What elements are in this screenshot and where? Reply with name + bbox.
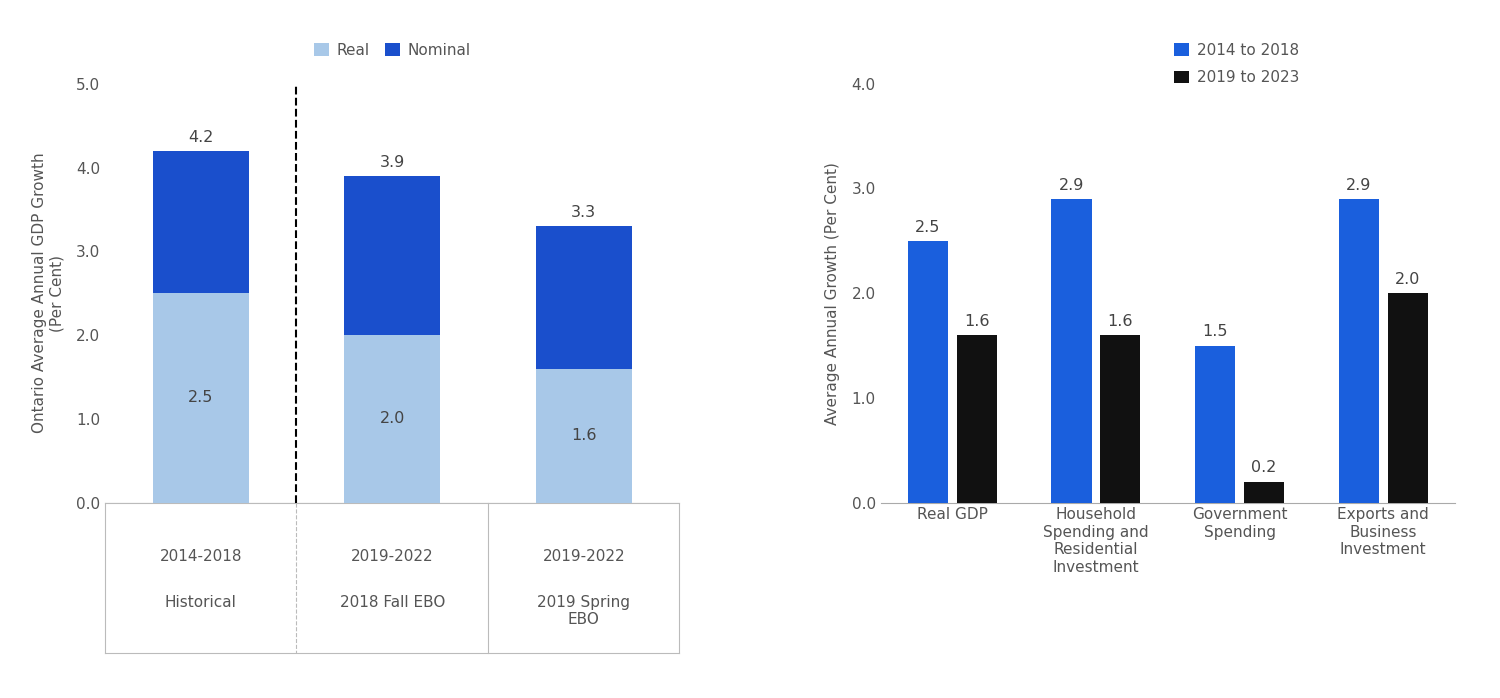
Bar xyxy=(1338,199,1378,503)
Bar xyxy=(1196,346,1236,503)
Text: 2019-2022: 2019-2022 xyxy=(543,549,626,563)
Y-axis label: Average Annual Growth (Per Cent): Average Annual Growth (Per Cent) xyxy=(825,162,840,424)
Text: 0.2: 0.2 xyxy=(1251,461,1276,475)
Text: Historical: Historical xyxy=(165,595,237,609)
Text: 1.5: 1.5 xyxy=(1203,325,1228,339)
Text: 2.5: 2.5 xyxy=(188,390,213,406)
Text: 2.9: 2.9 xyxy=(1059,178,1084,193)
Legend: Real, Nominal: Real, Nominal xyxy=(308,37,477,64)
Bar xyxy=(957,335,998,503)
Bar xyxy=(153,293,249,503)
Bar xyxy=(345,335,439,503)
Bar xyxy=(1244,482,1284,503)
Text: 2019-2022: 2019-2022 xyxy=(351,549,433,563)
Text: 3.9: 3.9 xyxy=(380,155,405,170)
Y-axis label: Ontario Average Annual GDP Growth
(Per Cent): Ontario Average Annual GDP Growth (Per C… xyxy=(33,153,64,433)
Bar xyxy=(345,176,439,335)
Text: 4.2: 4.2 xyxy=(188,130,213,145)
Bar xyxy=(908,241,948,503)
Legend: 2014 to 2018, 2019 to 2023: 2014 to 2018, 2019 to 2023 xyxy=(1168,37,1305,91)
Bar xyxy=(1388,293,1428,503)
Text: 2.0: 2.0 xyxy=(1395,272,1420,287)
Text: 2014-2018: 2014-2018 xyxy=(159,549,242,563)
Text: 2.9: 2.9 xyxy=(1346,178,1371,193)
Text: 1.6: 1.6 xyxy=(1107,314,1132,329)
Text: 1.6: 1.6 xyxy=(964,314,990,329)
Bar xyxy=(153,151,249,293)
Text: 2.0: 2.0 xyxy=(380,411,405,426)
Text: 1.6: 1.6 xyxy=(572,428,597,443)
Text: 2018 Fall EBO: 2018 Fall EBO xyxy=(339,595,446,609)
Text: 3.3: 3.3 xyxy=(572,205,597,221)
Bar xyxy=(536,369,632,503)
Bar xyxy=(1052,199,1092,503)
Bar xyxy=(1101,335,1140,503)
Bar xyxy=(536,226,632,369)
Text: 2.5: 2.5 xyxy=(915,220,940,235)
Text: 2019 Spring
EBO: 2019 Spring EBO xyxy=(537,595,630,627)
